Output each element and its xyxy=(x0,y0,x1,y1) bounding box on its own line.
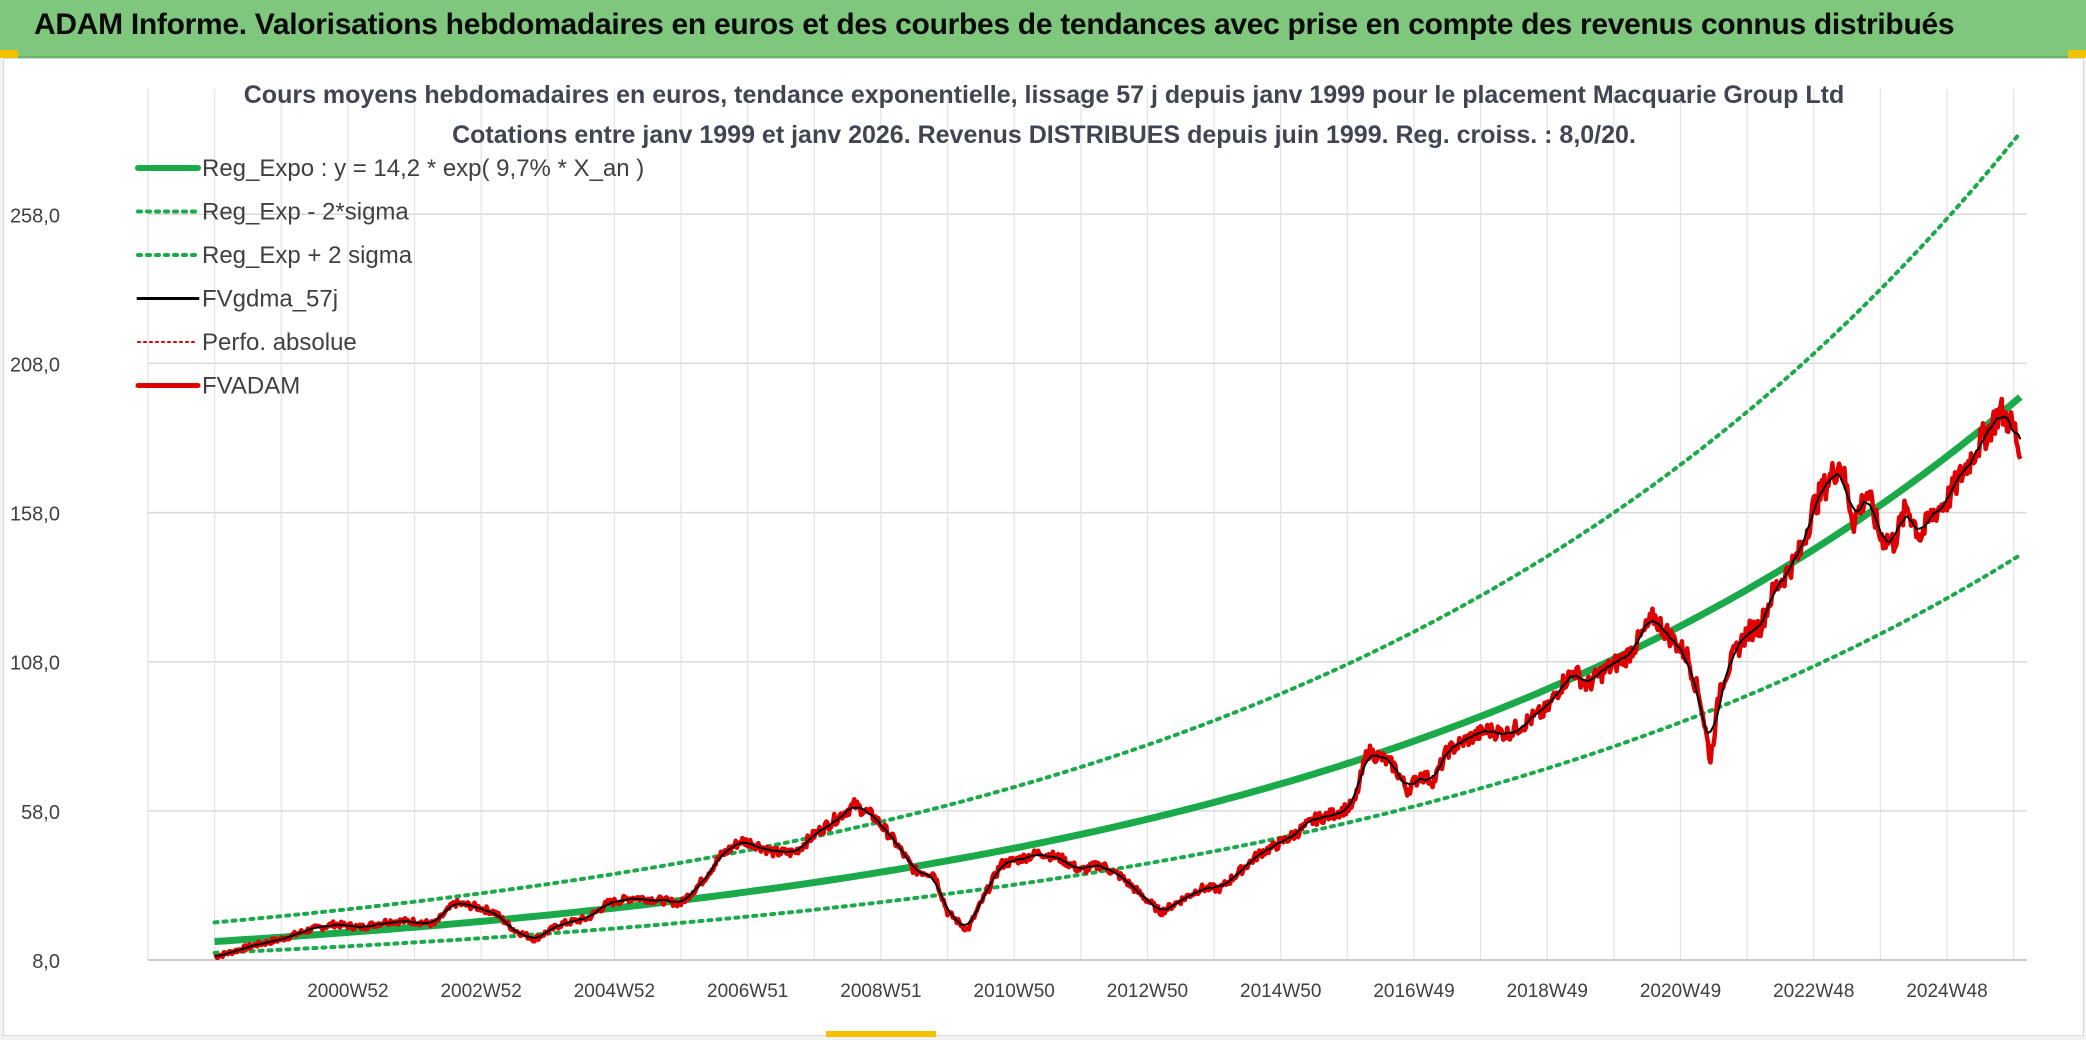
x-tick-label: 2000W52 xyxy=(307,981,388,1002)
chart-panel: Cours moyens hebdomadaires en euros, ten… xyxy=(3,58,2084,1036)
x-tick-label: 2016W49 xyxy=(1373,981,1454,1002)
legend-label: Reg_Expo : y = 14,2 * exp( 9,7% * X_an ) xyxy=(202,155,644,182)
y-tick-label: 8,0 xyxy=(32,951,60,973)
y-tick-label: 258,0 xyxy=(10,205,60,227)
legend-label: FVADAM xyxy=(202,373,300,400)
y-tick-label: 158,0 xyxy=(10,504,60,526)
x-tick-label: 2010W50 xyxy=(974,981,1055,1002)
x-tick-label: 2022W48 xyxy=(1773,981,1854,1002)
legend-label: FVgdma_57j xyxy=(202,286,338,313)
chart-legend: Reg_Expo : y = 14,2 * exp( 9,7% * X_an )… xyxy=(135,155,644,400)
corner-accent-left xyxy=(0,50,18,58)
y-tick-label: 108,0 xyxy=(10,653,60,675)
line-chart: Cours moyens hebdomadaires en euros, ten… xyxy=(10,81,2027,1002)
chart-title: Cours moyens hebdomadaires en euros, ten… xyxy=(244,81,1844,109)
x-tick-label: 2002W52 xyxy=(440,981,521,1002)
x-tick-label: 2012W50 xyxy=(1107,981,1188,1002)
y-tick-label: 208,0 xyxy=(10,354,60,376)
header-banner: ADAM Informe. Valorisations hebdomadaire… xyxy=(0,0,2086,58)
x-tick-label: 2004W52 xyxy=(574,981,655,1002)
page-title: ADAM Informe. Valorisations hebdomadaire… xyxy=(34,8,1955,41)
x-axis-ticks: 2000W52 2002W52 2004W52 2006W51 2008W51 2010W… xyxy=(307,981,1987,1002)
grid xyxy=(147,89,2027,961)
x-tick-label: 2008W51 xyxy=(840,981,921,1002)
series-reg-plus-2sigma xyxy=(212,130,2023,925)
bottom-accent xyxy=(826,1031,936,1037)
legend-label: Reg_Exp + 2 sigma xyxy=(202,242,413,269)
x-tick-label: 2020W49 xyxy=(1640,981,1721,1002)
plot-area xyxy=(148,89,2027,960)
legend-label: Perfo. absolue xyxy=(202,329,357,356)
y-axis-ticks: 8,0 58,0 108,0 158,0 208,0 258,0 xyxy=(10,205,60,973)
legend-label: Reg_Exp - 2*sigma xyxy=(202,199,409,226)
chart-subtitle: Cotations entre janv 1999 et janv 2026. … xyxy=(452,121,1636,149)
series-reg-expo xyxy=(214,394,2023,945)
corner-accent-right xyxy=(2068,50,2086,58)
x-tick-label: 2006W51 xyxy=(707,981,788,1002)
x-tick-label: 2018W49 xyxy=(1507,981,1588,1002)
y-tick-label: 58,0 xyxy=(21,802,60,824)
series-fvgdma-57j xyxy=(214,415,2022,958)
x-tick-label: 2014W50 xyxy=(1240,981,1321,1002)
chart-series xyxy=(212,130,2023,960)
x-tick-label: 2024W48 xyxy=(1906,981,1987,1002)
